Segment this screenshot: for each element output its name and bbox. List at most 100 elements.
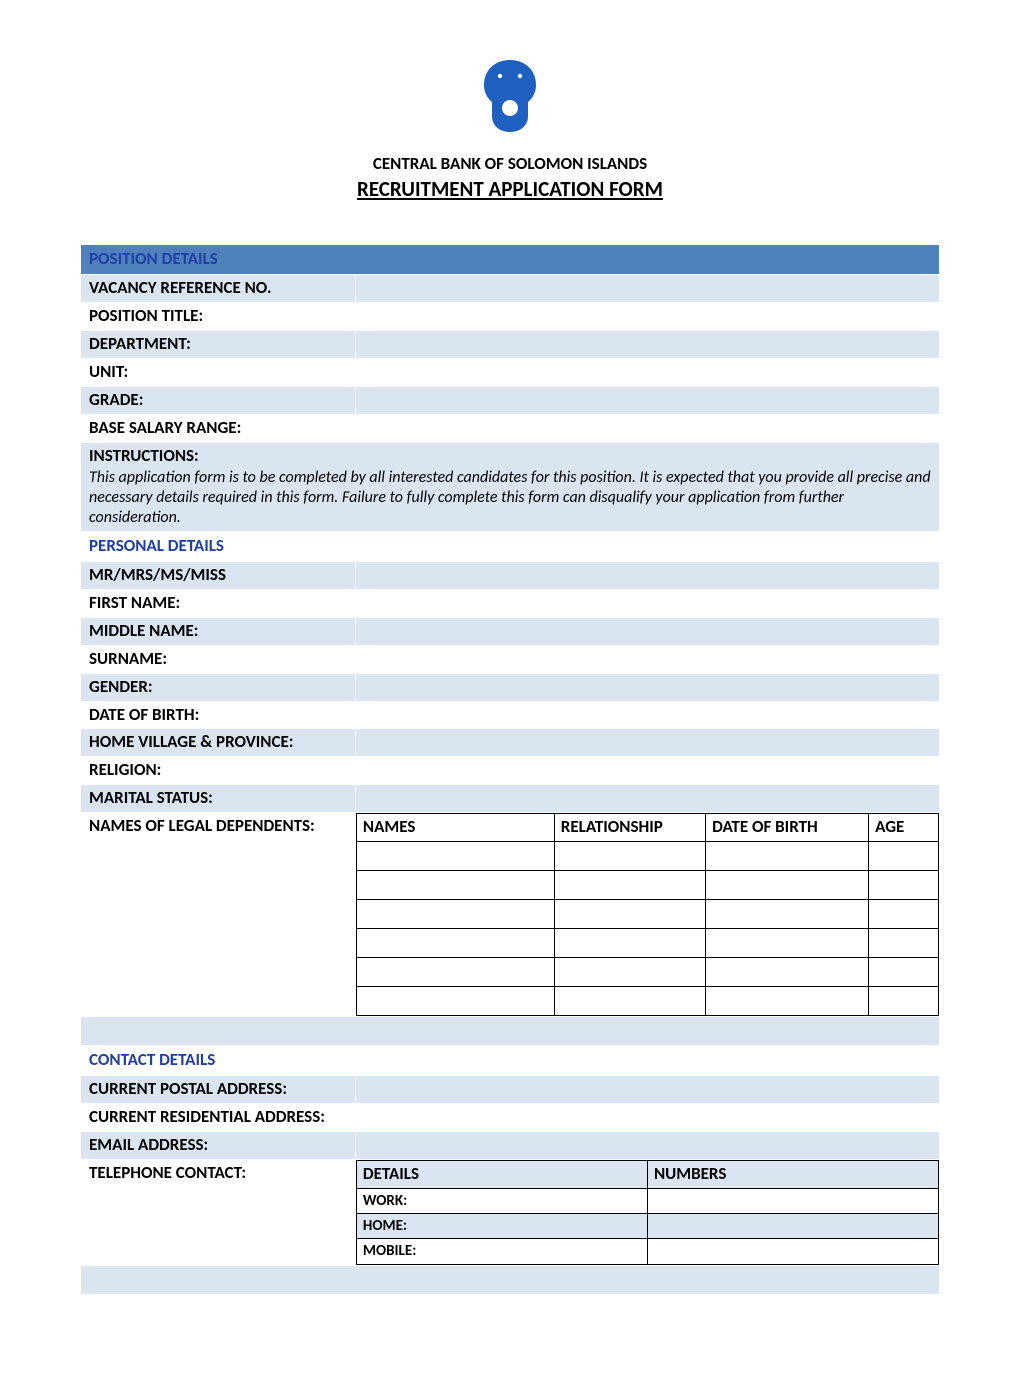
label-home-village: HOME VILLAGE & PROVINCE: [81, 729, 356, 757]
label-email: EMAIL ADDRESS: [81, 1132, 356, 1160]
tel-col-numbers: NUMBERS [647, 1160, 938, 1188]
dep-rel[interactable] [554, 842, 705, 871]
dep-age[interactable] [869, 871, 939, 900]
dependents-row [356, 900, 938, 929]
tel-mobile-label: MOBILE: [356, 1239, 647, 1264]
telephone-container: DETAILS NUMBERS WORK: HOME: MOBILE: [355, 1159, 939, 1265]
label-base-salary: BASE SALARY RANGE: [81, 414, 356, 442]
dep-age[interactable] [869, 958, 939, 987]
value-residential[interactable] [355, 1104, 939, 1132]
telephone-table: DETAILS NUMBERS WORK: HOME: MOBILE: [356, 1160, 939, 1265]
label-middle-name: MIDDLE NAME: [81, 617, 356, 645]
dep-age[interactable] [869, 900, 939, 929]
dependents-row [356, 842, 938, 871]
dependents-row [356, 958, 938, 987]
dep-name[interactable] [356, 842, 554, 871]
section-title: PERSONAL DETAILS [89, 535, 224, 556]
value-dob[interactable] [355, 701, 939, 729]
label-dob: DATE OF BIRTH: [81, 701, 356, 729]
dependents-row [356, 929, 938, 958]
value-postal[interactable] [355, 1076, 939, 1104]
value-email[interactable] [355, 1132, 939, 1160]
value-unit[interactable] [355, 358, 939, 386]
spacer [81, 1017, 940, 1046]
label-marital: MARITAL STATUS: [81, 785, 356, 813]
dep-rel[interactable] [554, 900, 705, 929]
dependents-col-relationship: RELATIONSHIP [554, 814, 705, 842]
dep-rel[interactable] [554, 871, 705, 900]
dependents-row [356, 987, 938, 1016]
label-title-salutation: MR/MRS/MS/MISS [81, 561, 356, 589]
section-title: CONTACT DETAILS [89, 1049, 215, 1070]
dep-name[interactable] [356, 958, 554, 987]
dependents-col-names: NAMES [356, 814, 554, 842]
organization-name: CENTRAL BANK OF SOLOMON ISLANDS [80, 153, 940, 174]
section-header-contact: CONTACT DETAILS [81, 1046, 940, 1076]
dep-age[interactable] [869, 987, 939, 1016]
org-logo-icon [470, 50, 550, 141]
dep-dob[interactable] [706, 900, 869, 929]
label-postal: CURRENT POSTAL ADDRESS: [81, 1076, 356, 1104]
value-gender[interactable] [355, 673, 939, 701]
label-unit: UNIT: [81, 358, 356, 386]
form-table: POSITION DETAILS VACANCY REFERENCE NO. P… [80, 244, 940, 1295]
dep-age[interactable] [869, 842, 939, 871]
label-residential: CURRENT RESIDENTIAL ADDRESS: [81, 1104, 356, 1132]
tel-row: MOBILE: [356, 1239, 938, 1264]
tel-mobile-value[interactable] [647, 1239, 938, 1264]
header: CENTRAL BANK OF SOLOMON ISLANDS RECRUITM… [80, 50, 940, 202]
page: CENTRAL BANK OF SOLOMON ISLANDS RECRUITM… [0, 0, 1020, 1375]
dep-name[interactable] [356, 900, 554, 929]
value-position-title[interactable] [355, 302, 939, 330]
dep-rel[interactable] [554, 929, 705, 958]
instructions-cell: INSTRUCTIONS: This application form is t… [81, 442, 940, 531]
value-grade[interactable] [355, 386, 939, 414]
section-header-personal: PERSONAL DETAILS [81, 531, 940, 561]
tel-row: WORK: [356, 1188, 938, 1213]
value-title-salutation[interactable] [355, 561, 939, 589]
form-title: RECRUITMENT APPLICATION FORM [80, 176, 940, 202]
value-base-salary[interactable] [355, 414, 939, 442]
value-middle-name[interactable] [355, 617, 939, 645]
dep-name[interactable] [356, 871, 554, 900]
dependents-container: NAMES RELATIONSHIP DATE OF BIRTH AGE [355, 813, 939, 1017]
section-title: POSITION DETAILS [89, 248, 218, 269]
dep-dob[interactable] [706, 871, 869, 900]
dep-rel[interactable] [554, 958, 705, 987]
value-surname[interactable] [355, 645, 939, 673]
section-header-position: POSITION DETAILS [81, 245, 940, 275]
tel-work-label: WORK: [356, 1188, 647, 1213]
dep-dob[interactable] [706, 929, 869, 958]
value-home-village[interactable] [355, 729, 939, 757]
value-religion[interactable] [355, 757, 939, 785]
tel-row: HOME: [356, 1214, 938, 1239]
spacer [81, 1265, 940, 1294]
value-vacancy-ref[interactable] [355, 274, 939, 302]
dependents-row [356, 871, 938, 900]
label-dependents: NAMES OF LEGAL DEPENDENTS: [81, 813, 356, 1017]
dep-rel[interactable] [554, 987, 705, 1016]
label-vacancy-ref: VACANCY REFERENCE NO. [81, 274, 356, 302]
dep-name[interactable] [356, 929, 554, 958]
dependents-col-dob: DATE OF BIRTH [706, 814, 869, 842]
tel-home-value[interactable] [647, 1214, 938, 1239]
value-first-name[interactable] [355, 589, 939, 617]
tel-work-value[interactable] [647, 1188, 938, 1213]
label-gender: GENDER: [81, 673, 356, 701]
label-religion: RELIGION: [81, 757, 356, 785]
label-grade: GRADE: [81, 386, 356, 414]
dependents-col-age: AGE [869, 814, 939, 842]
label-department: DEPARTMENT: [81, 330, 356, 358]
dep-dob[interactable] [706, 842, 869, 871]
label-position-title: POSITION TITLE: [81, 302, 356, 330]
dep-name[interactable] [356, 987, 554, 1016]
value-department[interactable] [355, 330, 939, 358]
label-surname: SURNAME: [81, 645, 356, 673]
tel-home-label: HOME: [356, 1214, 647, 1239]
label-telephone: TELEPHONE CONTACT: [81, 1159, 356, 1265]
tel-col-details: DETAILS [356, 1160, 647, 1188]
dep-dob[interactable] [706, 958, 869, 987]
dep-age[interactable] [869, 929, 939, 958]
value-marital[interactable] [355, 785, 939, 813]
dep-dob[interactable] [706, 987, 869, 1016]
